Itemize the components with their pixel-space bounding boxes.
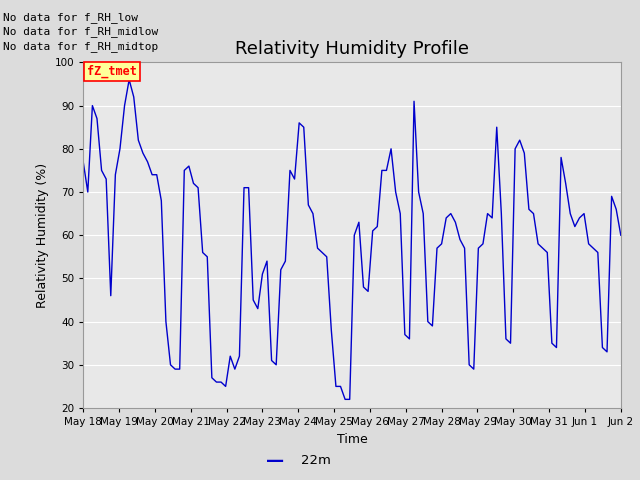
Text: fZ_tmet: fZ_tmet [88,65,137,79]
Y-axis label: Relativity Humidity (%): Relativity Humidity (%) [36,163,49,308]
Title: Relativity Humidity Profile: Relativity Humidity Profile [235,40,469,58]
Text: No data for f_RH_low: No data for f_RH_low [3,12,138,23]
Text: No data for f_RH_midtop: No data for f_RH_midtop [3,41,159,52]
Text: —: — [266,452,284,470]
X-axis label: Time: Time [337,432,367,445]
Text: 22m: 22m [301,454,331,468]
Text: No data for f_RH_midlow: No data for f_RH_midlow [3,26,159,37]
